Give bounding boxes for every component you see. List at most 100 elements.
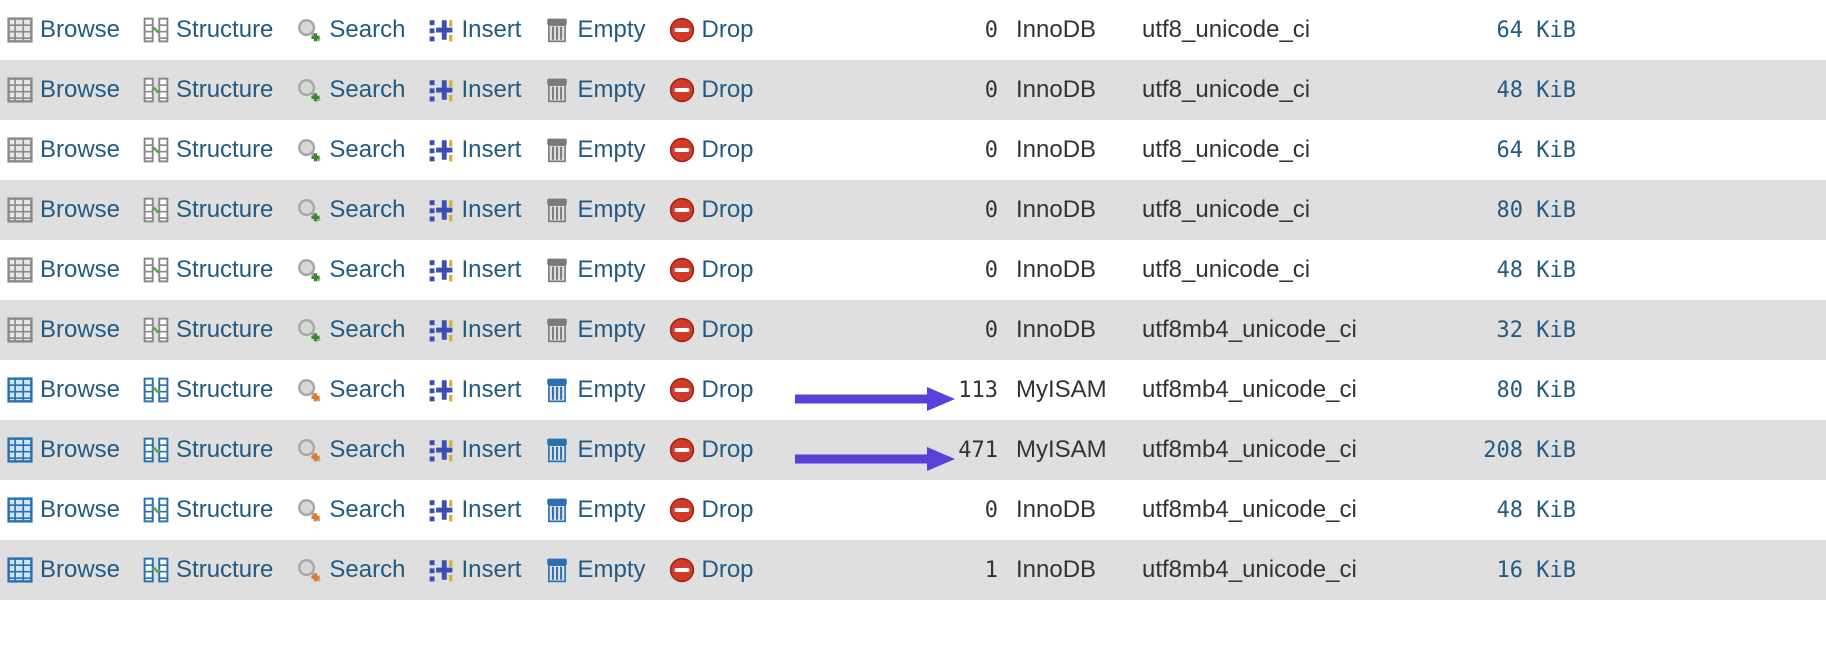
insert-action[interactable]: Insert <box>427 76 521 104</box>
empty-action[interactable]: Empty <box>543 16 645 44</box>
search-action[interactable]: Search <box>295 256 405 284</box>
insert-action[interactable]: Insert <box>427 496 521 524</box>
empty-action[interactable]: Empty <box>543 76 645 104</box>
drop-icon <box>668 316 696 344</box>
drop-icon <box>668 196 696 224</box>
browse-action[interactable]: Browse <box>6 436 120 464</box>
structure-action[interactable]: Structure <box>142 16 273 44</box>
drop-action[interactable]: Drop <box>668 436 754 464</box>
empty-action[interactable]: Empty <box>543 436 645 464</box>
search-action[interactable]: Search <box>295 496 405 524</box>
structure-action[interactable]: Structure <box>142 256 273 284</box>
insert-icon <box>427 316 455 344</box>
drop-action[interactable]: Drop <box>668 376 754 404</box>
empty-action[interactable]: Empty <box>543 496 645 524</box>
collation: utf8_unicode_ci <box>1136 76 1436 104</box>
empty-action[interactable]: Empty <box>543 196 645 224</box>
drop-action[interactable]: Drop <box>668 256 754 284</box>
browse-action[interactable]: Browse <box>6 136 120 164</box>
empty-action[interactable]: Empty <box>543 556 645 584</box>
empty-action-label: Empty <box>577 496 645 524</box>
structure-action[interactable]: Structure <box>142 436 273 464</box>
structure-icon <box>142 376 170 404</box>
insert-icon <box>427 196 455 224</box>
browse-action[interactable]: Browse <box>6 16 120 44</box>
search-action[interactable]: Search <box>295 16 405 44</box>
empty-icon <box>543 136 571 164</box>
insert-action[interactable]: Insert <box>427 556 521 584</box>
empty-action[interactable]: Empty <box>543 256 645 284</box>
size: 32 KiB <box>1436 318 1582 343</box>
search-action[interactable]: Search <box>295 76 405 104</box>
search-action[interactable]: Search <box>295 436 405 464</box>
insert-icon <box>427 136 455 164</box>
drop-icon <box>668 436 696 464</box>
search-action[interactable]: Search <box>295 316 405 344</box>
search-action[interactable]: Search <box>295 136 405 164</box>
structure-action-label: Structure <box>176 436 273 464</box>
drop-icon <box>668 16 696 44</box>
engine: InnoDB <box>1016 256 1136 284</box>
structure-action[interactable]: Structure <box>142 76 273 104</box>
insert-action[interactable]: Insert <box>427 16 521 44</box>
size: 80 KiB <box>1436 198 1582 223</box>
insert-icon <box>427 256 455 284</box>
drop-icon <box>668 256 696 284</box>
insert-action[interactable]: Insert <box>427 136 521 164</box>
structure-action[interactable]: Structure <box>142 316 273 344</box>
collation: utf8_unicode_ci <box>1136 16 1436 44</box>
browse-action[interactable]: Browse <box>6 556 120 584</box>
table-row: Browse Structure Search Insert Empty Dro… <box>0 240 1826 300</box>
drop-action[interactable]: Drop <box>668 76 754 104</box>
empty-action[interactable]: Empty <box>543 136 645 164</box>
insert-action[interactable]: Insert <box>427 436 521 464</box>
browse-action[interactable]: Browse <box>6 196 120 224</box>
structure-action[interactable]: Structure <box>142 496 273 524</box>
search-action-label: Search <box>329 256 405 284</box>
browse-action[interactable]: Browse <box>6 256 120 284</box>
insert-action[interactable]: Insert <box>427 196 521 224</box>
empty-action[interactable]: Empty <box>543 316 645 344</box>
insert-action[interactable]: Insert <box>427 316 521 344</box>
browse-action[interactable]: Browse <box>6 496 120 524</box>
search-action[interactable]: Search <box>295 556 405 584</box>
drop-action[interactable]: Drop <box>668 136 754 164</box>
drop-action-label: Drop <box>702 316 754 344</box>
browse-action[interactable]: Browse <box>6 376 120 404</box>
insert-action[interactable]: Insert <box>427 376 521 404</box>
drop-action[interactable]: Drop <box>668 496 754 524</box>
structure-action[interactable]: Structure <box>142 376 273 404</box>
insert-action[interactable]: Insert <box>427 256 521 284</box>
browse-icon <box>6 16 34 44</box>
engine: InnoDB <box>1016 196 1136 224</box>
structure-action[interactable]: Structure <box>142 556 273 584</box>
browse-icon <box>6 316 34 344</box>
drop-action-label: Drop <box>702 556 754 584</box>
browse-action[interactable]: Browse <box>6 316 120 344</box>
table-row: Browse Structure Search Insert Empty Dro… <box>0 420 1826 480</box>
engine: InnoDB <box>1016 136 1136 164</box>
insert-icon <box>427 556 455 584</box>
row-actions: Browse Structure Search Insert Empty Dro… <box>6 556 876 584</box>
row-count: 0 <box>876 498 1016 523</box>
drop-action[interactable]: Drop <box>668 16 754 44</box>
row-actions: Browse Structure Search Insert Empty Dro… <box>6 436 876 464</box>
row-count: 0 <box>876 318 1016 343</box>
browse-icon <box>6 256 34 284</box>
browse-action[interactable]: Browse <box>6 76 120 104</box>
search-action[interactable]: Search <box>295 196 405 224</box>
search-action[interactable]: Search <box>295 376 405 404</box>
browse-icon <box>6 496 34 524</box>
table-row: Browse Structure Search Insert Empty Dro… <box>0 360 1826 420</box>
insert-icon <box>427 16 455 44</box>
drop-action[interactable]: Drop <box>668 316 754 344</box>
collation: utf8mb4_unicode_ci <box>1136 436 1436 464</box>
structure-action[interactable]: Structure <box>142 196 273 224</box>
size: 208 KiB <box>1436 438 1582 463</box>
drop-action[interactable]: Drop <box>668 196 754 224</box>
drop-action[interactable]: Drop <box>668 556 754 584</box>
empty-action[interactable]: Empty <box>543 376 645 404</box>
structure-action[interactable]: Structure <box>142 136 273 164</box>
row-actions: Browse Structure Search Insert Empty Dro… <box>6 256 876 284</box>
insert-action-label: Insert <box>461 556 521 584</box>
